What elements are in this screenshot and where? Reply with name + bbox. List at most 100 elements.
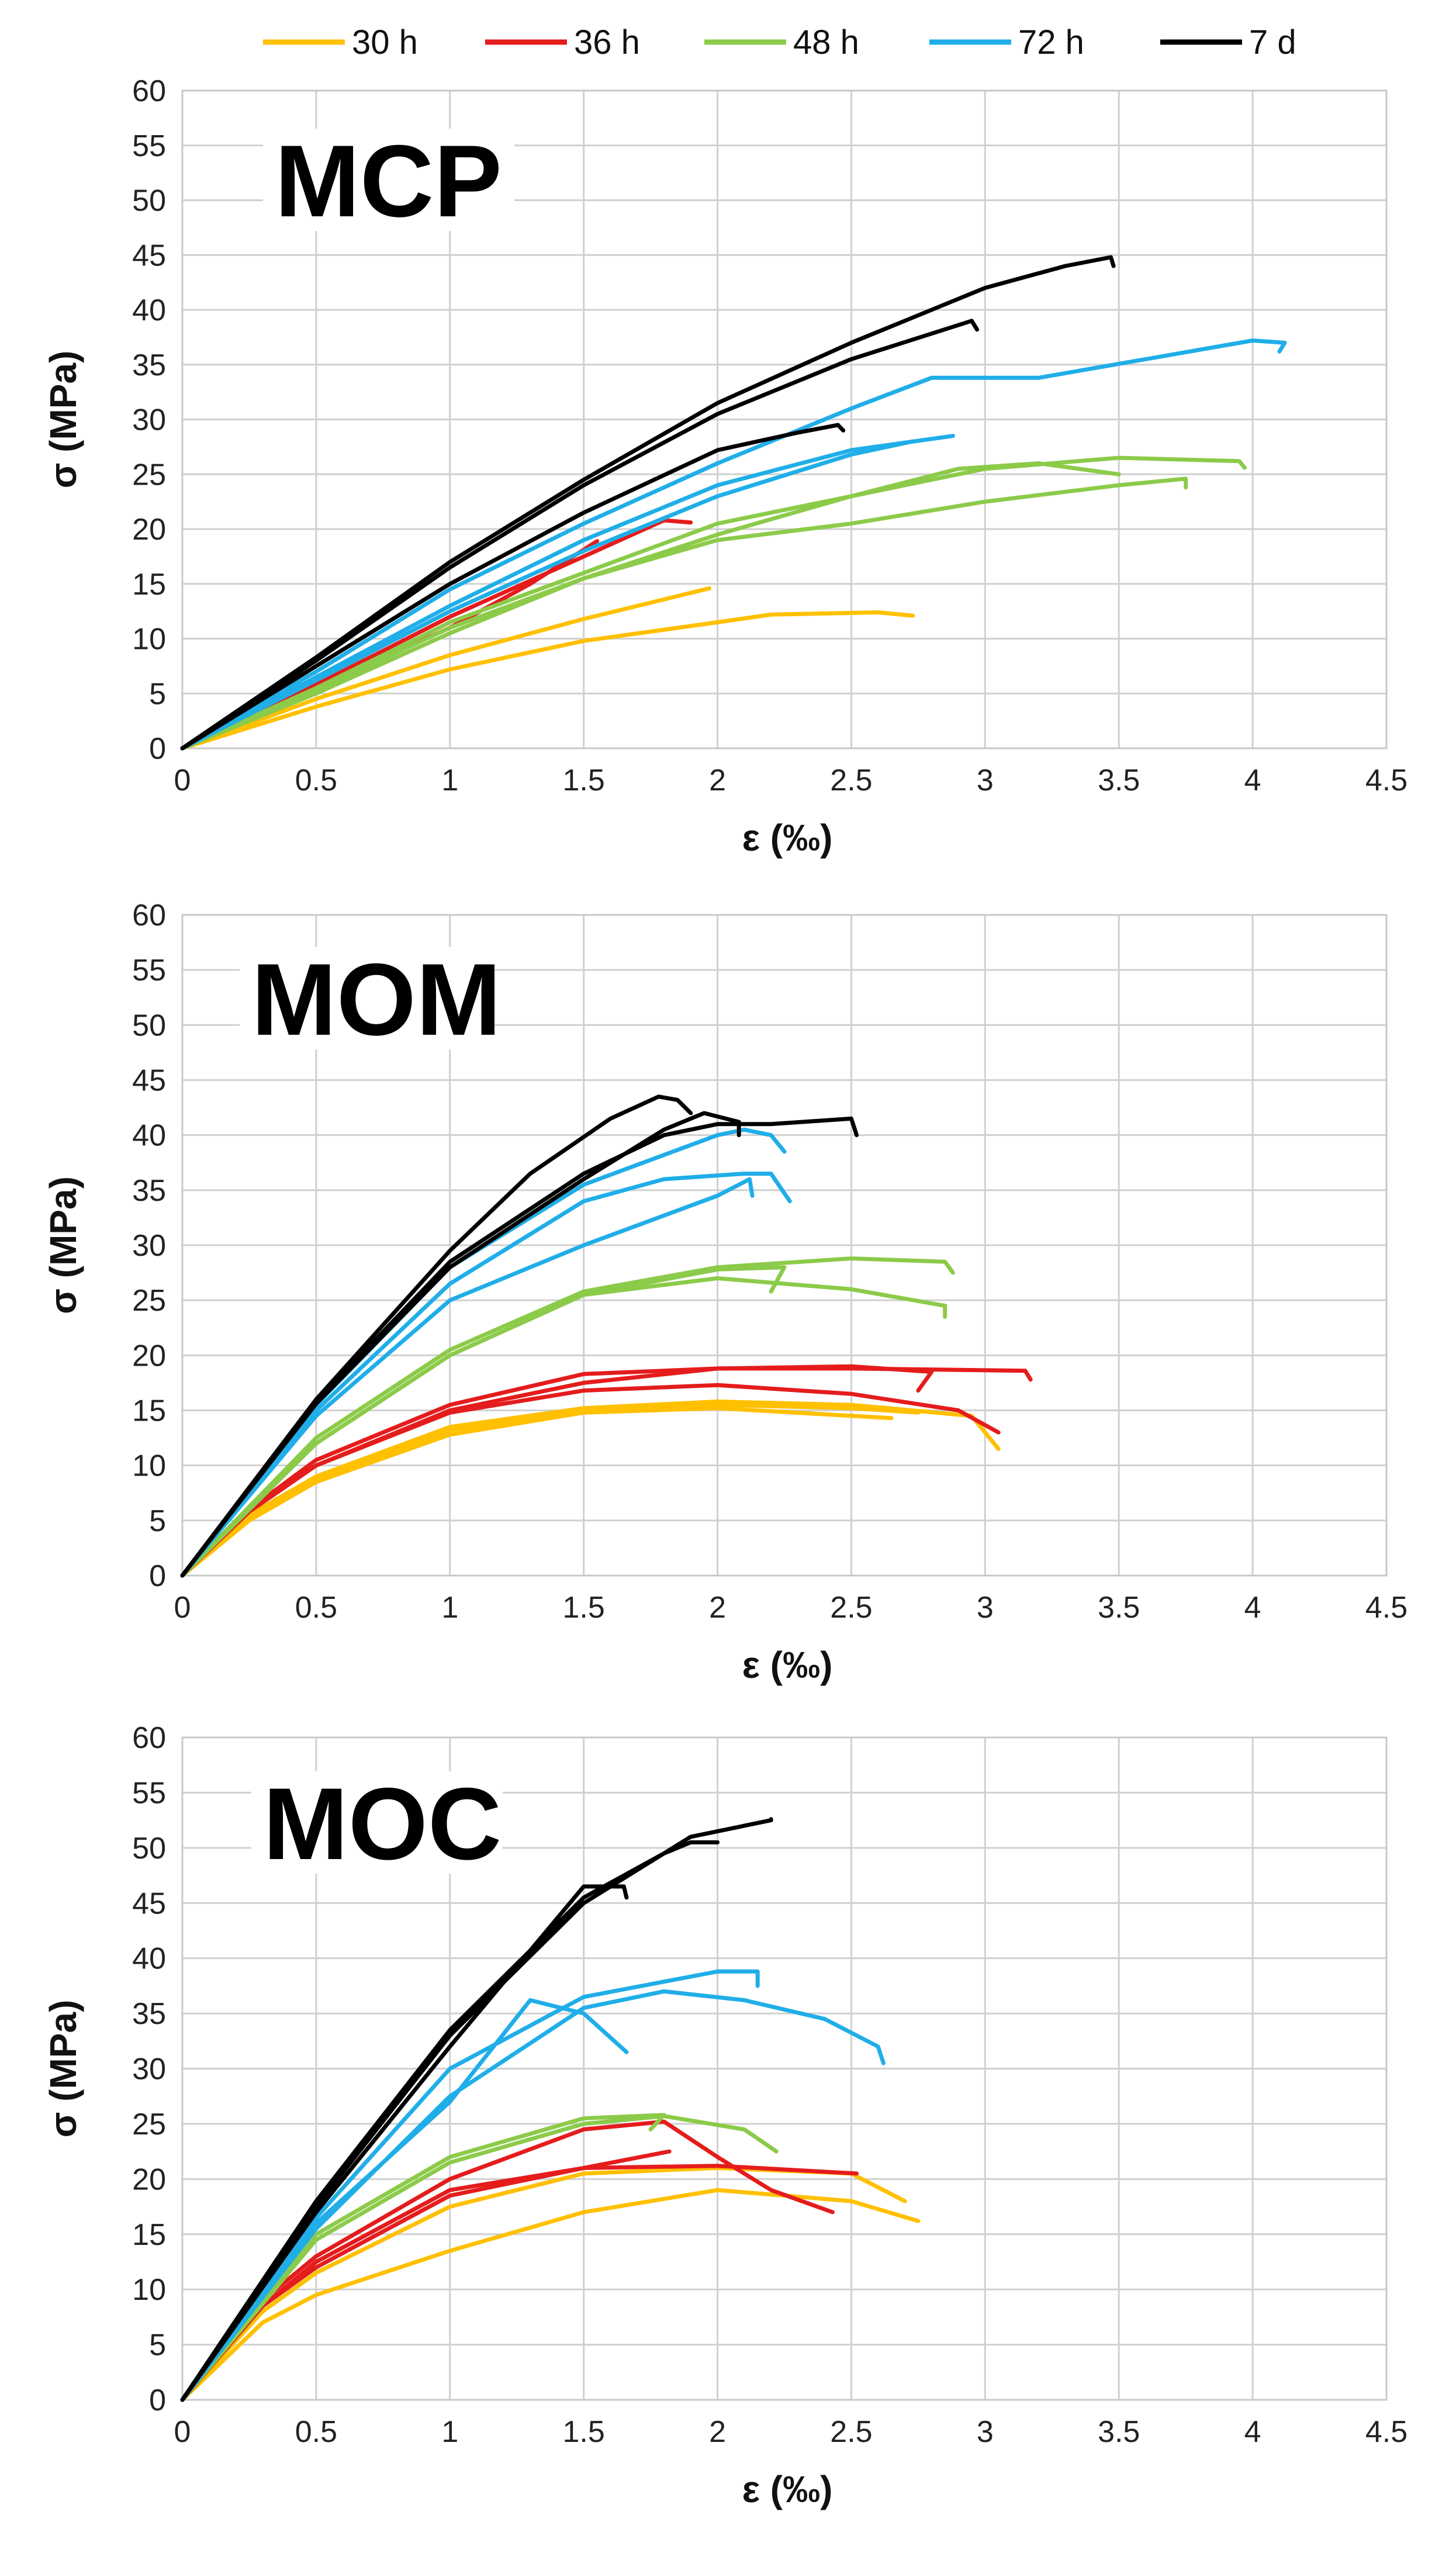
chart-panel-moc: 0 5 10 15 20 25 30 35 40 45 50 55 60 0 0.5 1 1.5 2 2.5 3 3.5… [42,1721,1407,2510]
x-tick-label: 2 [709,1591,726,1625]
x-tick-label: 4 [1244,2415,1261,2449]
series-line-36h [180,1366,1033,1578]
series-line-72h [180,1177,755,1578]
panel-title-background [240,947,491,1049]
series-line-30h [180,1402,921,1578]
series-line-72h [180,434,955,751]
y-tick-label: 25 [132,2108,166,2141]
series-line-7d [180,1094,693,1578]
series-line-72h [180,1969,760,2402]
y-tick-label: 45 [132,239,166,272]
series-line-36h [180,2149,672,2402]
plot-frame [181,89,1388,749]
series-line-48h [180,1256,955,1578]
y-tick-label: 25 [132,1284,166,1318]
y-axis-label: σ (MPa) [42,1176,84,1314]
plot-frame [181,1736,1388,2401]
x-tick-label: 1 [441,1591,458,1625]
chart-panel-mom: 0 5 10 15 20 25 30 35 40 45 50 55 60 0 0.5 1 1.5 2 2.5 3 3.5… [42,899,1407,1686]
x-tick-label: 3.5 [1098,2415,1140,2449]
series-line-48h [180,476,1188,751]
x-tick-label: 0 [174,1591,191,1625]
series-line-36h [180,518,693,751]
x-tick-label: 0.5 [295,764,337,797]
y-tick-label: 5 [149,2329,166,2362]
panel-title: MCP [275,125,502,239]
x-tick-label: 1.5 [563,1591,605,1625]
y-tick-label: 35 [132,348,166,382]
x-tick-label: 2.5 [830,2415,872,2449]
x-axis-label: ε (‰) [742,817,833,859]
y-tick-label: 10 [132,1449,166,1483]
series-line-72h [180,338,1287,751]
series-line-36h [180,1383,1001,1578]
y-tick-label: 20 [132,1339,166,1373]
legend: 30 h 36 h 48 h 72 h 7 d [263,23,1296,61]
y-tick-label: 35 [132,1997,166,2031]
series-line-72h [180,1989,886,2402]
series-line-48h [180,2114,779,2402]
x-tick-label: 3.5 [1098,764,1140,797]
series-line-48h [180,1276,947,1578]
x-tick-label: 1 [441,2415,458,2449]
series-line-30h [180,2188,921,2402]
y-tick-label: 30 [132,403,166,437]
y-tick-label: 0 [149,2383,166,2417]
series-line-48h [180,2113,666,2402]
series-line-48h [180,455,1247,751]
x-tick-label: 0.5 [295,1591,337,1625]
series-line-72h [180,1998,629,2402]
panel-title-background [263,129,514,231]
series-line-30h [180,1399,1001,1578]
x-tick-label: 3 [977,1591,994,1625]
x-axis-label: ε (‰) [742,1644,833,1686]
series-line-7d [180,1111,741,1578]
series-line-7d [180,319,980,751]
chart-panel-mcp: 0 5 10 15 20 25 30 35 40 45 50 55 60 0 0.5 1 1.5 2 2.5 3 3.5… [42,74,1407,859]
y-tick-label: 55 [132,129,166,163]
y-tick-label: 40 [132,1119,166,1153]
series-line-36h [180,2119,835,2402]
y-tick-label: 40 [132,293,166,327]
x-tick-label: 2.5 [830,764,872,797]
series-line-72h [180,439,915,751]
legend-label-72h: 72 h [1018,23,1084,61]
y-tick-label: 20 [132,513,166,547]
y-tick-label: 5 [149,1504,166,1538]
x-tick-label: 1.5 [563,2415,605,2449]
y-tick-label: 30 [132,1229,166,1263]
y-tick-label: 15 [132,1394,166,1428]
x-tick-label: 3 [977,2415,994,2449]
y-tick-label: 55 [132,1776,166,1810]
series-line-72h [180,1172,792,1578]
series-line-7d [180,1840,720,2402]
x-tick-label: 1 [441,764,458,797]
y-tick-label: 50 [132,1008,166,1042]
legend-label-7d: 7 d [1249,23,1296,61]
plot-frame [181,914,1388,1577]
x-tick-label: 0 [174,2415,191,2449]
y-tick-label: 55 [132,954,166,987]
x-tick-label: 0.5 [295,2415,337,2449]
x-tick-label: 2.5 [830,1591,872,1625]
series-line-7d [180,1116,859,1578]
y-tick-label: 15 [132,2218,166,2252]
series-line-7d [180,423,846,751]
panel-title-background [251,1771,503,1874]
x-tick-label: 3.5 [1098,1591,1140,1625]
x-tick-label: 4.5 [1365,764,1407,797]
series-line-30h [180,610,915,751]
legend-label-30h: 30 h [352,23,418,61]
x-tick-label: 4.5 [1365,2415,1407,2449]
x-tick-label: 2 [709,764,726,797]
y-axis-label: σ (MPa) [42,351,84,489]
x-tick-label: 0 [174,764,191,797]
y-axis-label: σ (MPa) [42,2000,84,2138]
y-tick-label: 60 [132,899,166,932]
legend-label-36h: 36 h [574,23,640,61]
y-tick-label: 45 [132,1887,166,1920]
panel-title: MOM [251,943,502,1057]
y-tick-label: 25 [132,458,166,492]
series-line-7d [180,255,1116,751]
